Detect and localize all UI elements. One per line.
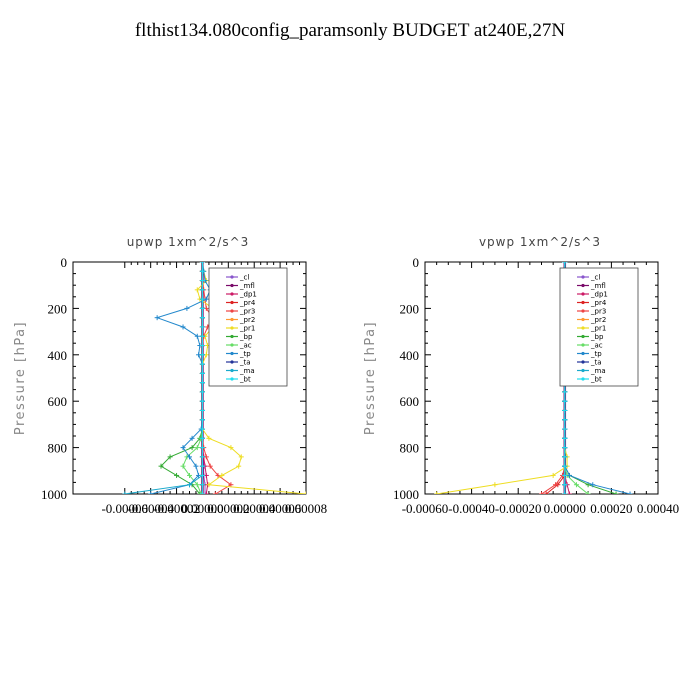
legend-marker: [230, 317, 234, 322]
legend-label: _cl: [239, 274, 249, 282]
legend-marker: [581, 300, 585, 305]
legend-marker: [230, 351, 234, 356]
y-tick-label: 600: [48, 394, 68, 409]
legend: _cl_mfl_dp1_pr4_pr3_pr2_pr1_bp_ac_tp_ta_…: [559, 267, 639, 387]
legend-marker: [581, 326, 585, 330]
y-tick-label: 400: [48, 348, 68, 363]
legend-label: _pr1: [239, 325, 255, 333]
legend-marker: [230, 292, 234, 296]
legend-marker: [230, 326, 234, 330]
legend-label: _bt: [239, 376, 251, 384]
x-tick-label: 0.00020: [590, 501, 632, 516]
legend-label: _tp: [590, 350, 602, 358]
x-tick-label: -0.00004: [127, 501, 174, 516]
legend-marker: [581, 275, 585, 279]
panel-title: upwp 1xm^2/s^3: [127, 235, 250, 249]
legend-label: _pr1: [590, 325, 606, 333]
legend-label: _ta: [239, 359, 251, 367]
chart-panel-2: vpwp 1xm^2/s^3 Pressure [hPa] 0 200 400 600 80…: [363, 235, 679, 516]
legend-marker: [230, 360, 234, 364]
legend-label: _dp1: [239, 291, 257, 299]
series-line-bp: [160, 262, 203, 494]
legend-label: _ta: [590, 359, 602, 367]
series-group: [122, 262, 306, 494]
legend: _cl_mfl_dp1_pr4_pr3_pr2_pr1_bp_ac_tp_ta_…: [208, 267, 288, 387]
legend-label: _ma: [590, 367, 606, 375]
y-tick-label: 0: [413, 255, 420, 270]
legend-marker: [581, 351, 585, 356]
y-tick-label: 600: [400, 394, 420, 409]
legend-label: _pr2: [239, 316, 255, 324]
x-tick-label: 0.00040: [637, 501, 679, 516]
legend-label: _cl: [590, 274, 600, 282]
legend-marker: [581, 360, 585, 364]
chart-panel-1: upwp 1xm^2/s^3 Pressure [hPa] 0 200 400 600 80…: [13, 235, 327, 516]
x-tick-label: 0.00004: [233, 501, 276, 516]
x-tick-label: 0.00000: [181, 501, 223, 516]
y-tick-label: 400: [400, 348, 420, 363]
legend-marker: [581, 317, 585, 322]
legend-label: _ma: [239, 367, 255, 375]
legend-label: _bt: [590, 376, 602, 384]
legend-label: _pr2: [590, 316, 606, 324]
legend-label: _pr3: [590, 308, 606, 316]
x-tick-label: -0.00060: [402, 501, 449, 516]
series-line-pr1: [436, 262, 568, 494]
legend-marker: [230, 377, 234, 381]
legend-label: _pr4: [590, 299, 607, 307]
x-tick-label: 0.00006: [259, 501, 302, 516]
legend-label: _dp1: [590, 291, 608, 299]
y-tick-label: 800: [48, 441, 68, 456]
legend-label: _mfl: [239, 282, 255, 290]
x-tick-label: 0.00000: [544, 501, 586, 516]
legend-label: _bp: [239, 333, 253, 341]
legend-box: [559, 267, 639, 387]
legend-label: _ac: [239, 342, 252, 350]
panel-title: vpwp 1xm^2/s^3: [479, 235, 601, 249]
legend-marker: [581, 283, 585, 288]
x-tick-label: -0.00006: [101, 501, 148, 516]
legend-marker: [230, 283, 234, 288]
legend-label: _pr4: [239, 299, 256, 307]
y-tick-label: 800: [400, 441, 420, 456]
x-tick-label: 0.00008: [285, 501, 327, 516]
legend-marker: [230, 300, 234, 305]
y-tick-label: 1000: [41, 487, 67, 502]
y-axis-label: Pressure [hPa]: [13, 321, 28, 435]
legend-marker: [581, 334, 585, 339]
legend-label: _mfl: [590, 282, 606, 290]
x-tick-label: -0.00002: [153, 501, 200, 516]
legend-marker: [230, 275, 234, 279]
legend-marker: [581, 377, 585, 381]
legend-marker: [581, 292, 585, 296]
legend-marker: [230, 309, 234, 313]
legend-label: _ac: [590, 342, 603, 350]
legend-marker: [581, 368, 585, 373]
y-tick-label: 200: [400, 301, 420, 316]
legend-label: _tp: [239, 350, 251, 358]
figure-title: flthist134.080config_paramsonly BUDGET a…: [134, 20, 566, 41]
legend-marker: [230, 343, 234, 347]
legend-label: _pr3: [239, 308, 255, 316]
x-tick-label: -0.00020: [495, 501, 542, 516]
x-tick-label: -0.00040: [448, 501, 495, 516]
y-axis-label: Pressure [hPa]: [363, 321, 378, 435]
legend-marker: [581, 343, 585, 347]
legend-box: [208, 267, 288, 387]
legend-marker: [230, 368, 234, 373]
x-tick-label: 0.00002: [207, 501, 249, 516]
legend-marker: [230, 334, 234, 339]
legend-label: _bp: [590, 333, 604, 341]
legend-marker: [581, 309, 585, 313]
y-tick-label: 0: [61, 255, 68, 270]
y-tick-label: 200: [48, 301, 68, 316]
y-tick-label: 1000: [393, 487, 419, 502]
